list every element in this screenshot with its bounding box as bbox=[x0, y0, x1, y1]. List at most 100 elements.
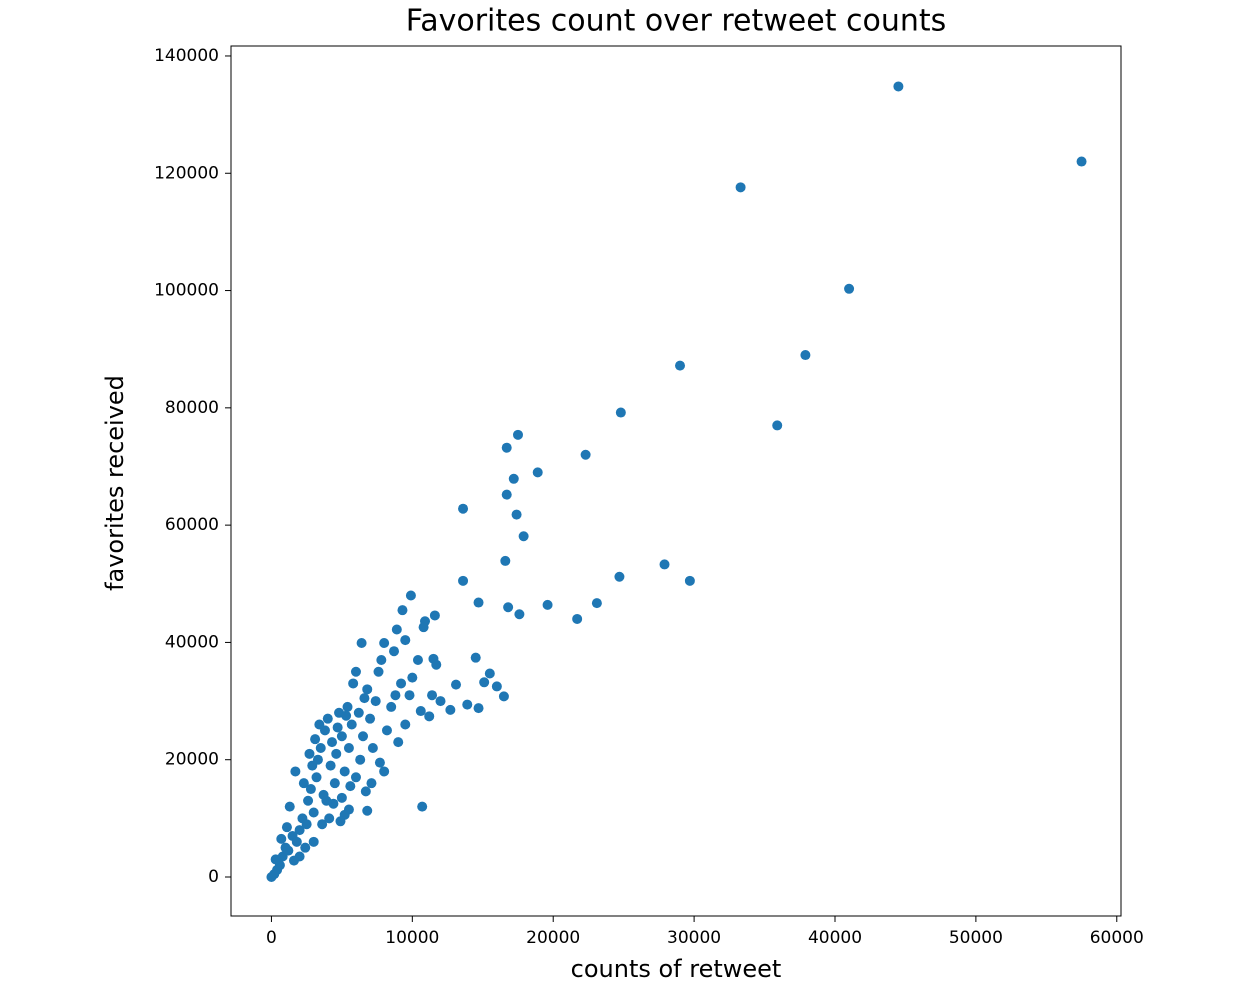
scatter-point bbox=[373, 666, 384, 677]
scatter-point bbox=[391, 624, 402, 635]
scatter-point bbox=[445, 704, 456, 715]
scatter-point bbox=[336, 792, 347, 803]
scatter-point bbox=[336, 731, 347, 742]
scatter-point bbox=[458, 575, 469, 586]
scatter-point bbox=[418, 622, 429, 633]
scatter-point bbox=[301, 819, 312, 830]
scatter-point bbox=[303, 795, 314, 806]
y-tick-label: 60000 bbox=[165, 515, 219, 535]
scatter-point bbox=[503, 602, 514, 613]
scatter-point bbox=[321, 795, 332, 806]
scatter-point bbox=[343, 804, 354, 815]
scatter-point bbox=[304, 748, 315, 759]
scatter-point bbox=[322, 713, 333, 724]
scatter-point bbox=[675, 360, 686, 371]
scatter-point bbox=[345, 781, 356, 792]
scatter-point bbox=[379, 766, 390, 777]
scatter-point bbox=[367, 742, 378, 753]
scatter-point bbox=[405, 590, 416, 601]
scatter-point bbox=[397, 605, 408, 616]
scatter-point bbox=[308, 807, 319, 818]
scatter-point bbox=[508, 473, 519, 484]
scatter-point bbox=[329, 778, 340, 789]
scatter-point bbox=[393, 737, 404, 748]
scatter-point bbox=[284, 801, 295, 812]
scatter-point bbox=[659, 559, 670, 570]
scatter-point bbox=[514, 609, 525, 620]
scatter-point bbox=[424, 711, 435, 722]
scatter-point bbox=[324, 813, 335, 824]
scatter-point bbox=[305, 784, 316, 795]
scatter-point bbox=[307, 760, 318, 771]
chart-title: Favorites count over retweet counts bbox=[406, 4, 947, 39]
scatter-point bbox=[341, 710, 352, 721]
scatter-point bbox=[370, 696, 381, 707]
scatter-point bbox=[381, 725, 392, 736]
scatter-point bbox=[451, 679, 462, 690]
scatter-point bbox=[327, 737, 338, 748]
scatter-point bbox=[360, 786, 371, 797]
y-tick-label: 80000 bbox=[165, 398, 219, 418]
scatter-point bbox=[1076, 156, 1087, 167]
scatter-point bbox=[512, 429, 523, 440]
scatter-point bbox=[404, 690, 415, 701]
scatter-point bbox=[893, 81, 904, 92]
scatter-point bbox=[431, 659, 442, 670]
scatter-point bbox=[458, 503, 469, 514]
scatter-point bbox=[348, 678, 359, 689]
scatter-point bbox=[350, 772, 361, 783]
scatter-point bbox=[800, 350, 811, 361]
scatter-point bbox=[484, 668, 495, 679]
x-tick-label: 50000 bbox=[949, 928, 1003, 948]
scatter-point bbox=[500, 555, 511, 566]
x-tick-label: 20000 bbox=[526, 928, 580, 948]
plot-frame bbox=[230, 45, 1122, 917]
scatter-point bbox=[772, 420, 783, 431]
scatter-point bbox=[501, 489, 512, 500]
scatter-point bbox=[335, 816, 346, 827]
scatter-point bbox=[314, 719, 325, 730]
y-tick-label: 40000 bbox=[165, 632, 219, 652]
scatter-point bbox=[684, 575, 695, 586]
scatter-point bbox=[435, 696, 446, 707]
scatter-point bbox=[542, 599, 553, 610]
x-tick-label: 10000 bbox=[385, 928, 439, 948]
x-tick-label: 60000 bbox=[1090, 928, 1144, 948]
scatter-point bbox=[315, 742, 326, 753]
x-tick-label: 30000 bbox=[667, 928, 721, 948]
scatter-point bbox=[343, 742, 354, 753]
scatter-point bbox=[291, 836, 302, 847]
x-tick-label: 0 bbox=[266, 928, 277, 948]
scatter-point bbox=[288, 855, 299, 866]
scatter-point bbox=[366, 778, 377, 789]
scatter-point bbox=[356, 638, 367, 649]
scatter-point bbox=[298, 778, 309, 789]
scatter-point bbox=[479, 677, 490, 688]
scatter-point bbox=[339, 766, 350, 777]
scatter-point bbox=[518, 531, 529, 542]
y-tick-label: 20000 bbox=[165, 750, 219, 770]
scatter-point bbox=[386, 701, 397, 712]
scatter-point bbox=[844, 283, 855, 294]
scatter-point bbox=[615, 407, 626, 418]
scatter-point bbox=[311, 772, 322, 783]
scatter-point bbox=[389, 646, 400, 657]
scatter-point bbox=[355, 754, 366, 765]
scatter-point bbox=[332, 722, 343, 733]
scatter-point bbox=[412, 655, 423, 666]
scatter-point bbox=[614, 571, 625, 582]
scatter-point bbox=[276, 833, 287, 844]
y-tick-label: 0 bbox=[208, 867, 219, 887]
scatter-point bbox=[281, 822, 292, 833]
scatter-point bbox=[498, 691, 509, 702]
scatter-point bbox=[429, 610, 440, 621]
y-tick-label: 140000 bbox=[154, 46, 219, 66]
scatter-point bbox=[374, 757, 385, 768]
y-tick-label: 100000 bbox=[154, 281, 219, 301]
scatter-point bbox=[283, 845, 294, 856]
scatter-point bbox=[396, 678, 407, 689]
scatter-point bbox=[532, 467, 543, 478]
scatter-point bbox=[400, 719, 411, 730]
